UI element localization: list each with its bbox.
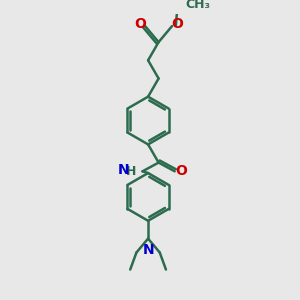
- Text: O: O: [134, 17, 146, 31]
- Text: CH₃: CH₃: [185, 0, 210, 11]
- Text: N: N: [118, 164, 129, 177]
- Text: O: O: [171, 17, 183, 31]
- Text: H: H: [125, 165, 136, 178]
- Text: N: N: [142, 243, 154, 257]
- Text: O: O: [176, 164, 187, 178]
